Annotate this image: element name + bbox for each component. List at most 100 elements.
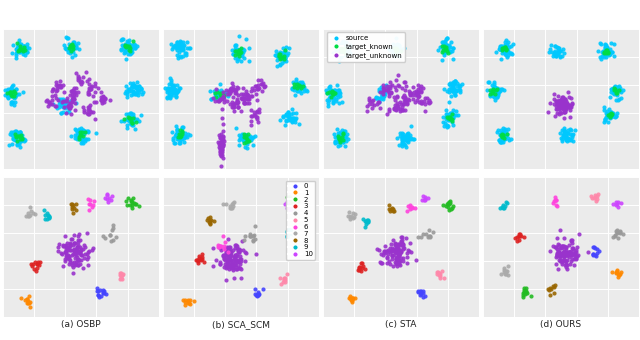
- Point: [243, 141, 253, 147]
- Point: [67, 94, 77, 100]
- Point: [418, 288, 428, 293]
- Point: [412, 97, 422, 103]
- Point: [204, 221, 214, 226]
- Point: [56, 251, 66, 256]
- Point: [65, 50, 76, 55]
- Point: [173, 88, 183, 94]
- Point: [397, 237, 408, 243]
- Point: [44, 100, 54, 105]
- Point: [412, 290, 422, 295]
- Point: [612, 90, 622, 96]
- Point: [401, 98, 411, 104]
- Point: [565, 261, 575, 267]
- Point: [13, 140, 23, 145]
- Point: [291, 110, 301, 116]
- Point: [383, 86, 393, 92]
- Point: [612, 86, 622, 92]
- Point: [216, 91, 226, 97]
- Point: [216, 136, 227, 141]
- Point: [219, 99, 229, 104]
- Point: [44, 214, 54, 219]
- Point: [99, 100, 109, 105]
- Point: [559, 51, 569, 56]
- Point: [614, 273, 625, 278]
- Point: [193, 258, 204, 264]
- Point: [410, 92, 420, 98]
- Point: [401, 236, 412, 241]
- Point: [495, 135, 506, 141]
- Point: [79, 110, 89, 115]
- Point: [234, 257, 244, 262]
- Point: [244, 96, 254, 101]
- Point: [561, 135, 571, 140]
- Point: [96, 97, 106, 103]
- Point: [227, 48, 237, 53]
- Point: [221, 246, 231, 252]
- Point: [398, 132, 408, 137]
- Point: [180, 303, 191, 308]
- Point: [555, 53, 565, 58]
- Point: [272, 53, 282, 59]
- Point: [596, 41, 606, 47]
- Point: [442, 111, 452, 117]
- Point: [100, 291, 111, 297]
- Point: [376, 260, 387, 266]
- Point: [172, 47, 182, 53]
- Point: [397, 143, 407, 148]
- Point: [79, 242, 90, 248]
- Point: [273, 54, 283, 60]
- Point: [61, 253, 72, 258]
- Point: [221, 245, 231, 251]
- Point: [253, 292, 263, 297]
- Point: [231, 259, 241, 264]
- Point: [284, 46, 294, 51]
- Point: [418, 294, 428, 300]
- Point: [15, 47, 25, 53]
- Point: [236, 266, 246, 272]
- Point: [397, 255, 408, 261]
- Point: [253, 77, 263, 82]
- Point: [14, 130, 24, 135]
- Point: [14, 38, 24, 43]
- Point: [380, 251, 390, 256]
- Point: [506, 50, 516, 56]
- Point: [487, 90, 497, 95]
- Point: [501, 272, 511, 277]
- Point: [83, 249, 93, 255]
- Point: [405, 90, 415, 96]
- Point: [97, 101, 107, 106]
- Point: [445, 94, 456, 99]
- Point: [168, 85, 179, 90]
- Point: [521, 290, 531, 295]
- Point: [388, 52, 399, 57]
- Point: [5, 87, 15, 93]
- Point: [592, 251, 602, 256]
- Point: [389, 43, 399, 49]
- Point: [393, 82, 403, 87]
- Point: [220, 245, 230, 250]
- Point: [440, 112, 451, 117]
- Point: [217, 138, 227, 144]
- Point: [68, 206, 79, 211]
- Point: [248, 142, 258, 148]
- Point: [561, 264, 572, 270]
- Point: [125, 119, 136, 124]
- Point: [118, 46, 128, 52]
- Point: [232, 267, 242, 272]
- Point: [79, 107, 90, 113]
- Point: [405, 241, 415, 246]
- Point: [73, 240, 83, 245]
- Point: [394, 253, 404, 258]
- Point: [605, 112, 616, 117]
- Point: [28, 261, 38, 267]
- Point: [12, 131, 22, 136]
- Point: [12, 92, 22, 97]
- Point: [173, 135, 183, 140]
- Point: [339, 137, 349, 142]
- Point: [602, 50, 612, 56]
- Point: [228, 257, 239, 262]
- Point: [230, 47, 241, 53]
- Point: [605, 110, 616, 116]
- Point: [446, 110, 456, 116]
- Point: [68, 232, 79, 238]
